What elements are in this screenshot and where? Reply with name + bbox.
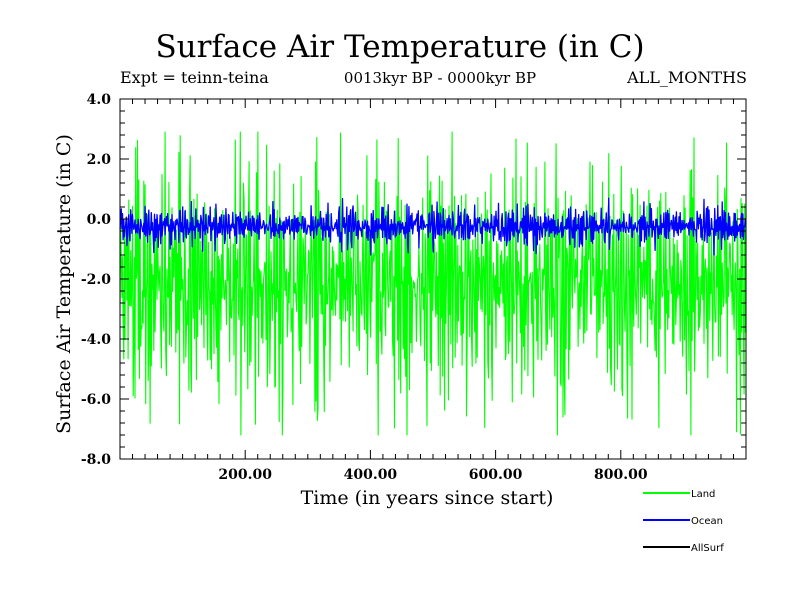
expt-label: Expt = teinn-teina (120, 68, 269, 87)
series-line-land (119, 131, 747, 436)
series-layer (119, 131, 747, 436)
x-tick-label: 400.00 (344, 467, 398, 483)
x-tick-label: 200.00 (218, 467, 272, 483)
legend-label-ocean: Ocean (691, 516, 723, 527)
y-axis-label: Surface Air Temperature (in C) (53, 134, 75, 434)
y-tick-label: 0.0 (87, 212, 112, 228)
y-tick-label: -8.0 (81, 452, 111, 468)
x-tick-label: 800.00 (594, 467, 648, 483)
series-line-ocean (119, 197, 747, 256)
y-tick-label: -4.0 (81, 332, 111, 348)
y-tick-label: -2.0 (81, 272, 111, 288)
period-label: 0013kyr BP - 0000kyr BP (343, 69, 537, 87)
months-label: ALL_MONTHS (627, 68, 747, 87)
legend: Land Ocean AllSurf (643, 489, 724, 554)
y-tick-label: -6.0 (81, 392, 111, 408)
chart-title: Surface Air Temperature (in C) (155, 29, 645, 65)
legend-label-land: Land (691, 489, 715, 500)
axes-layer: 200.00 400.00 600.00 800.00 4.0 2.0 0.0 -2.0 -4.… (53, 92, 747, 509)
x-axis-label: Time (in years since start) (301, 487, 554, 509)
y-tick-label: 4.0 (87, 92, 112, 108)
x-tick-label: 600.00 (469, 467, 523, 483)
legend-label-allsurf: AllSurf (691, 543, 724, 554)
y-tick-label: 2.0 (87, 152, 112, 168)
